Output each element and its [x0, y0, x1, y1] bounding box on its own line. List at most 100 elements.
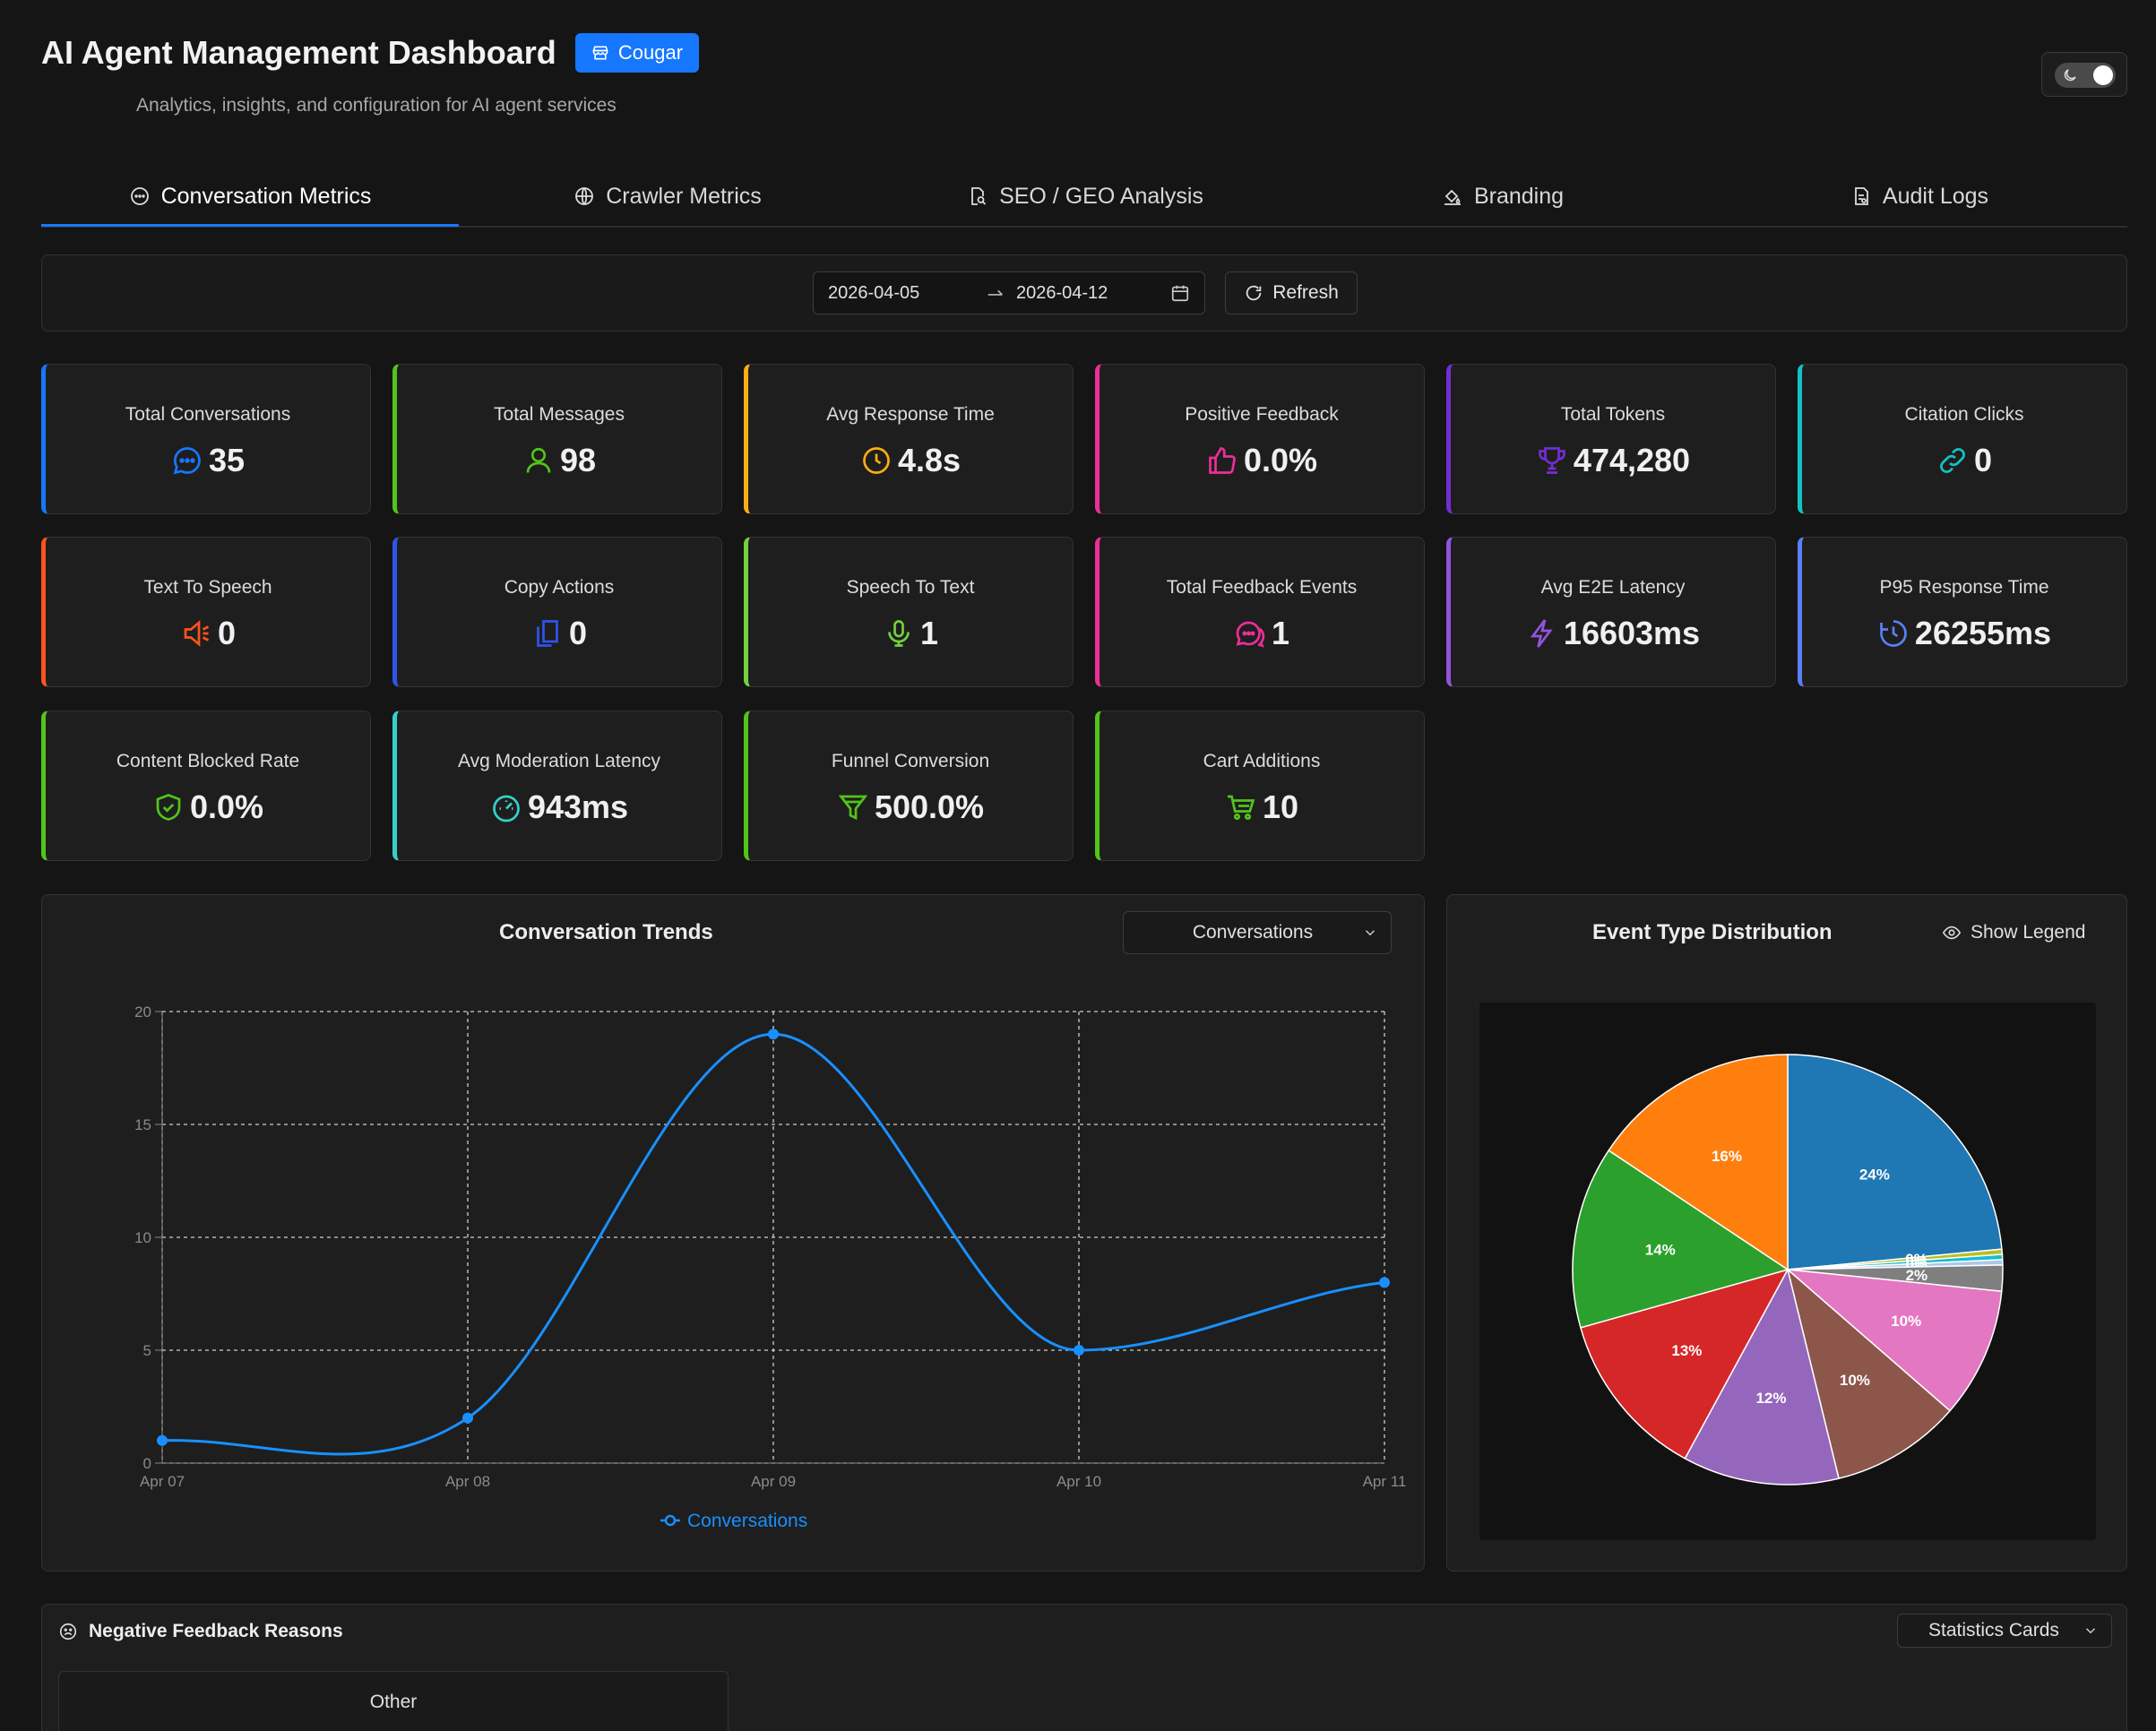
- tab-audit-logs[interactable]: Audit Logs: [1712, 167, 2127, 226]
- stat-value: 0.0%: [189, 788, 264, 825]
- date-from[interactable]: 2026-04-05: [828, 282, 920, 303]
- stat-value: 98: [559, 442, 597, 478]
- tab-branding[interactable]: Branding: [1294, 167, 1712, 226]
- clock-icon: [863, 447, 890, 474]
- conversation-trends-panel: Conversation Trends Conversations 0 5 10 15…: [41, 894, 1425, 1572]
- stat-label: Avg E2E Latency: [1540, 577, 1686, 598]
- page-title: AI Agent Management Dashboard: [41, 34, 556, 71]
- theme-toggle-knob: [2093, 65, 2113, 85]
- stat-label: P95 Response Time: [1879, 577, 2049, 598]
- stat-value: 0: [217, 615, 237, 651]
- reason-card: Other: [58, 1671, 729, 1731]
- stat-label: Total Feedback Events: [1166, 577, 1358, 598]
- stat-label: Avg Moderation Latency: [457, 751, 661, 771]
- paint-bucket-icon: [1444, 189, 1461, 205]
- pie-slice[interactable]: [1572, 1150, 1789, 1329]
- stat-label: Total Tokens: [1560, 404, 1666, 425]
- pie-slice[interactable]: [1684, 1267, 1840, 1486]
- stat-value: 0.0%: [1243, 442, 1318, 478]
- history-clock-icon: [1880, 620, 1907, 647]
- pie-slice[interactable]: [1580, 1268, 1789, 1460]
- stat-value: 943ms: [527, 788, 629, 825]
- filter-bar: 2026-04-05 2026-04-12 Refresh: [41, 254, 2127, 332]
- x-tick-label: Apr 10: [1056, 1473, 1101, 1490]
- pie-slice-label: 14%: [1645, 1242, 1676, 1259]
- y-tick-label: 20: [134, 1003, 151, 1021]
- stat-card-speech-to-text: Speech To Text 1: [744, 537, 1074, 687]
- stat-card-total-tokens: Total Tokens 474,280: [1446, 364, 1776, 514]
- data-point[interactable]: [1074, 1345, 1084, 1356]
- speaker-icon: [184, 620, 210, 647]
- refresh-button[interactable]: Refresh: [1225, 271, 1358, 314]
- data-point[interactable]: [768, 1029, 779, 1040]
- stat-card-total-messages: Total Messages 98: [392, 364, 722, 514]
- data-point[interactable]: [462, 1412, 473, 1424]
- globe-icon: [575, 187, 594, 205]
- message-icon: [173, 447, 201, 475]
- link-icon: [1940, 448, 1965, 473]
- shield-check-icon: [156, 794, 181, 821]
- negative-feedback-header: Negative Feedback Reasons: [58, 1621, 343, 1642]
- legend-marker-icon: [664, 1514, 677, 1527]
- tab-label: Conversation Metrics: [160, 183, 372, 209]
- arrow-right-icon: [987, 289, 1003, 296]
- stat-value: 474,280: [1573, 442, 1691, 478]
- tab-bar: Conversation Metrics Crawler Metrics SEO…: [41, 167, 2127, 228]
- stat-card-avg-response-time: Avg Response Time 4.8s: [744, 364, 1074, 514]
- lightning-icon: [1530, 619, 1553, 648]
- refresh-label: Refresh: [1272, 282, 1339, 303]
- tab-conversation-metrics[interactable]: Conversation Metrics: [41, 167, 459, 226]
- stat-card-total-feedback-events: Total Feedback Events 1: [1095, 537, 1425, 687]
- trend-metric-select[interactable]: Conversations: [1123, 911, 1392, 954]
- event-distribution-pie: 24%0%0%0%2%10%10%12%13%14%16%: [1572, 1054, 2004, 1486]
- trophy-icon: [1539, 447, 1565, 474]
- microphone-icon: [888, 620, 910, 647]
- dashboard-gauge-icon: [493, 795, 520, 822]
- stat-value: 0: [1973, 442, 1993, 478]
- trend-metric-value: Conversations: [1192, 922, 1314, 943]
- tab-seo-geo-analysis[interactable]: SEO / GEO Analysis: [876, 167, 1294, 226]
- stat-card-copy-actions: Copy Actions 0: [392, 537, 722, 687]
- show-legend-button[interactable]: Show Legend: [1942, 922, 2085, 943]
- stat-card-funnel-conversion: Funnel Conversion 500.0%: [744, 710, 1074, 861]
- pie-slice[interactable]: [1608, 1054, 1789, 1271]
- chat-bubbles-icon: [1236, 621, 1265, 648]
- stat-label: Cart Additions: [1203, 751, 1321, 771]
- stat-card-positive-feedback: Positive Feedback 0.0%: [1095, 364, 1425, 514]
- stat-label: Avg Response Time: [826, 404, 995, 425]
- stat-label: Speech To Text: [846, 577, 975, 598]
- stat-card-citation-clicks: Citation Clicks 0: [1798, 364, 2127, 514]
- reason-label: Other: [369, 1692, 418, 1712]
- date-range-picker[interactable]: 2026-04-05 2026-04-12: [813, 271, 1205, 314]
- legend-label[interactable]: Conversations: [687, 1511, 807, 1531]
- chevron-down-icon: [2085, 1628, 2096, 1634]
- cart-icon: [1227, 795, 1255, 821]
- data-point[interactable]: [157, 1434, 168, 1446]
- chat-bubble-icon: [130, 187, 149, 205]
- negative-view-value: Statistics Cards: [1928, 1620, 2059, 1641]
- theme-toggle-track: [2055, 63, 2116, 88]
- tab-crawler-metrics[interactable]: Crawler Metrics: [459, 167, 876, 226]
- pie-slice-label: 10%: [1840, 1372, 1870, 1389]
- tenant-badge[interactable]: Cougar: [575, 33, 699, 73]
- conversation-trends-title: Conversation Trends: [499, 920, 713, 944]
- pie-slice[interactable]: [1785, 1269, 2003, 1412]
- refresh-icon: [1246, 285, 1262, 301]
- theme-toggle[interactable]: [2041, 52, 2127, 97]
- tab-label: Audit Logs: [1882, 183, 1989, 209]
- stat-label: Citation Clicks: [1904, 404, 2024, 425]
- pie-slice[interactable]: [1786, 1267, 1952, 1480]
- pie-chart-area: 24% 0% 0% 0% 2% 10% 10% 12% 13% 14% 16%: [1479, 1003, 2096, 1540]
- thumbs-up-icon: [1209, 447, 1236, 474]
- y-tick-label: 5: [143, 1342, 151, 1359]
- data-point[interactable]: [1379, 1277, 1390, 1288]
- pie-slice-label: 2%: [1906, 1267, 1928, 1284]
- date-to[interactable]: 2026-04-12: [1016, 282, 1108, 303]
- tenant-badge-label: Cougar: [617, 41, 684, 64]
- stat-value: 35: [208, 442, 246, 478]
- stat-label: Text To Speech: [143, 577, 272, 598]
- negative-view-select[interactable]: Statistics Cards: [1897, 1614, 2112, 1648]
- y-tick-label: 15: [134, 1116, 151, 1133]
- pie-slice-label: 16%: [1712, 1148, 1742, 1165]
- pie-slice[interactable]: [1787, 1054, 2003, 1270]
